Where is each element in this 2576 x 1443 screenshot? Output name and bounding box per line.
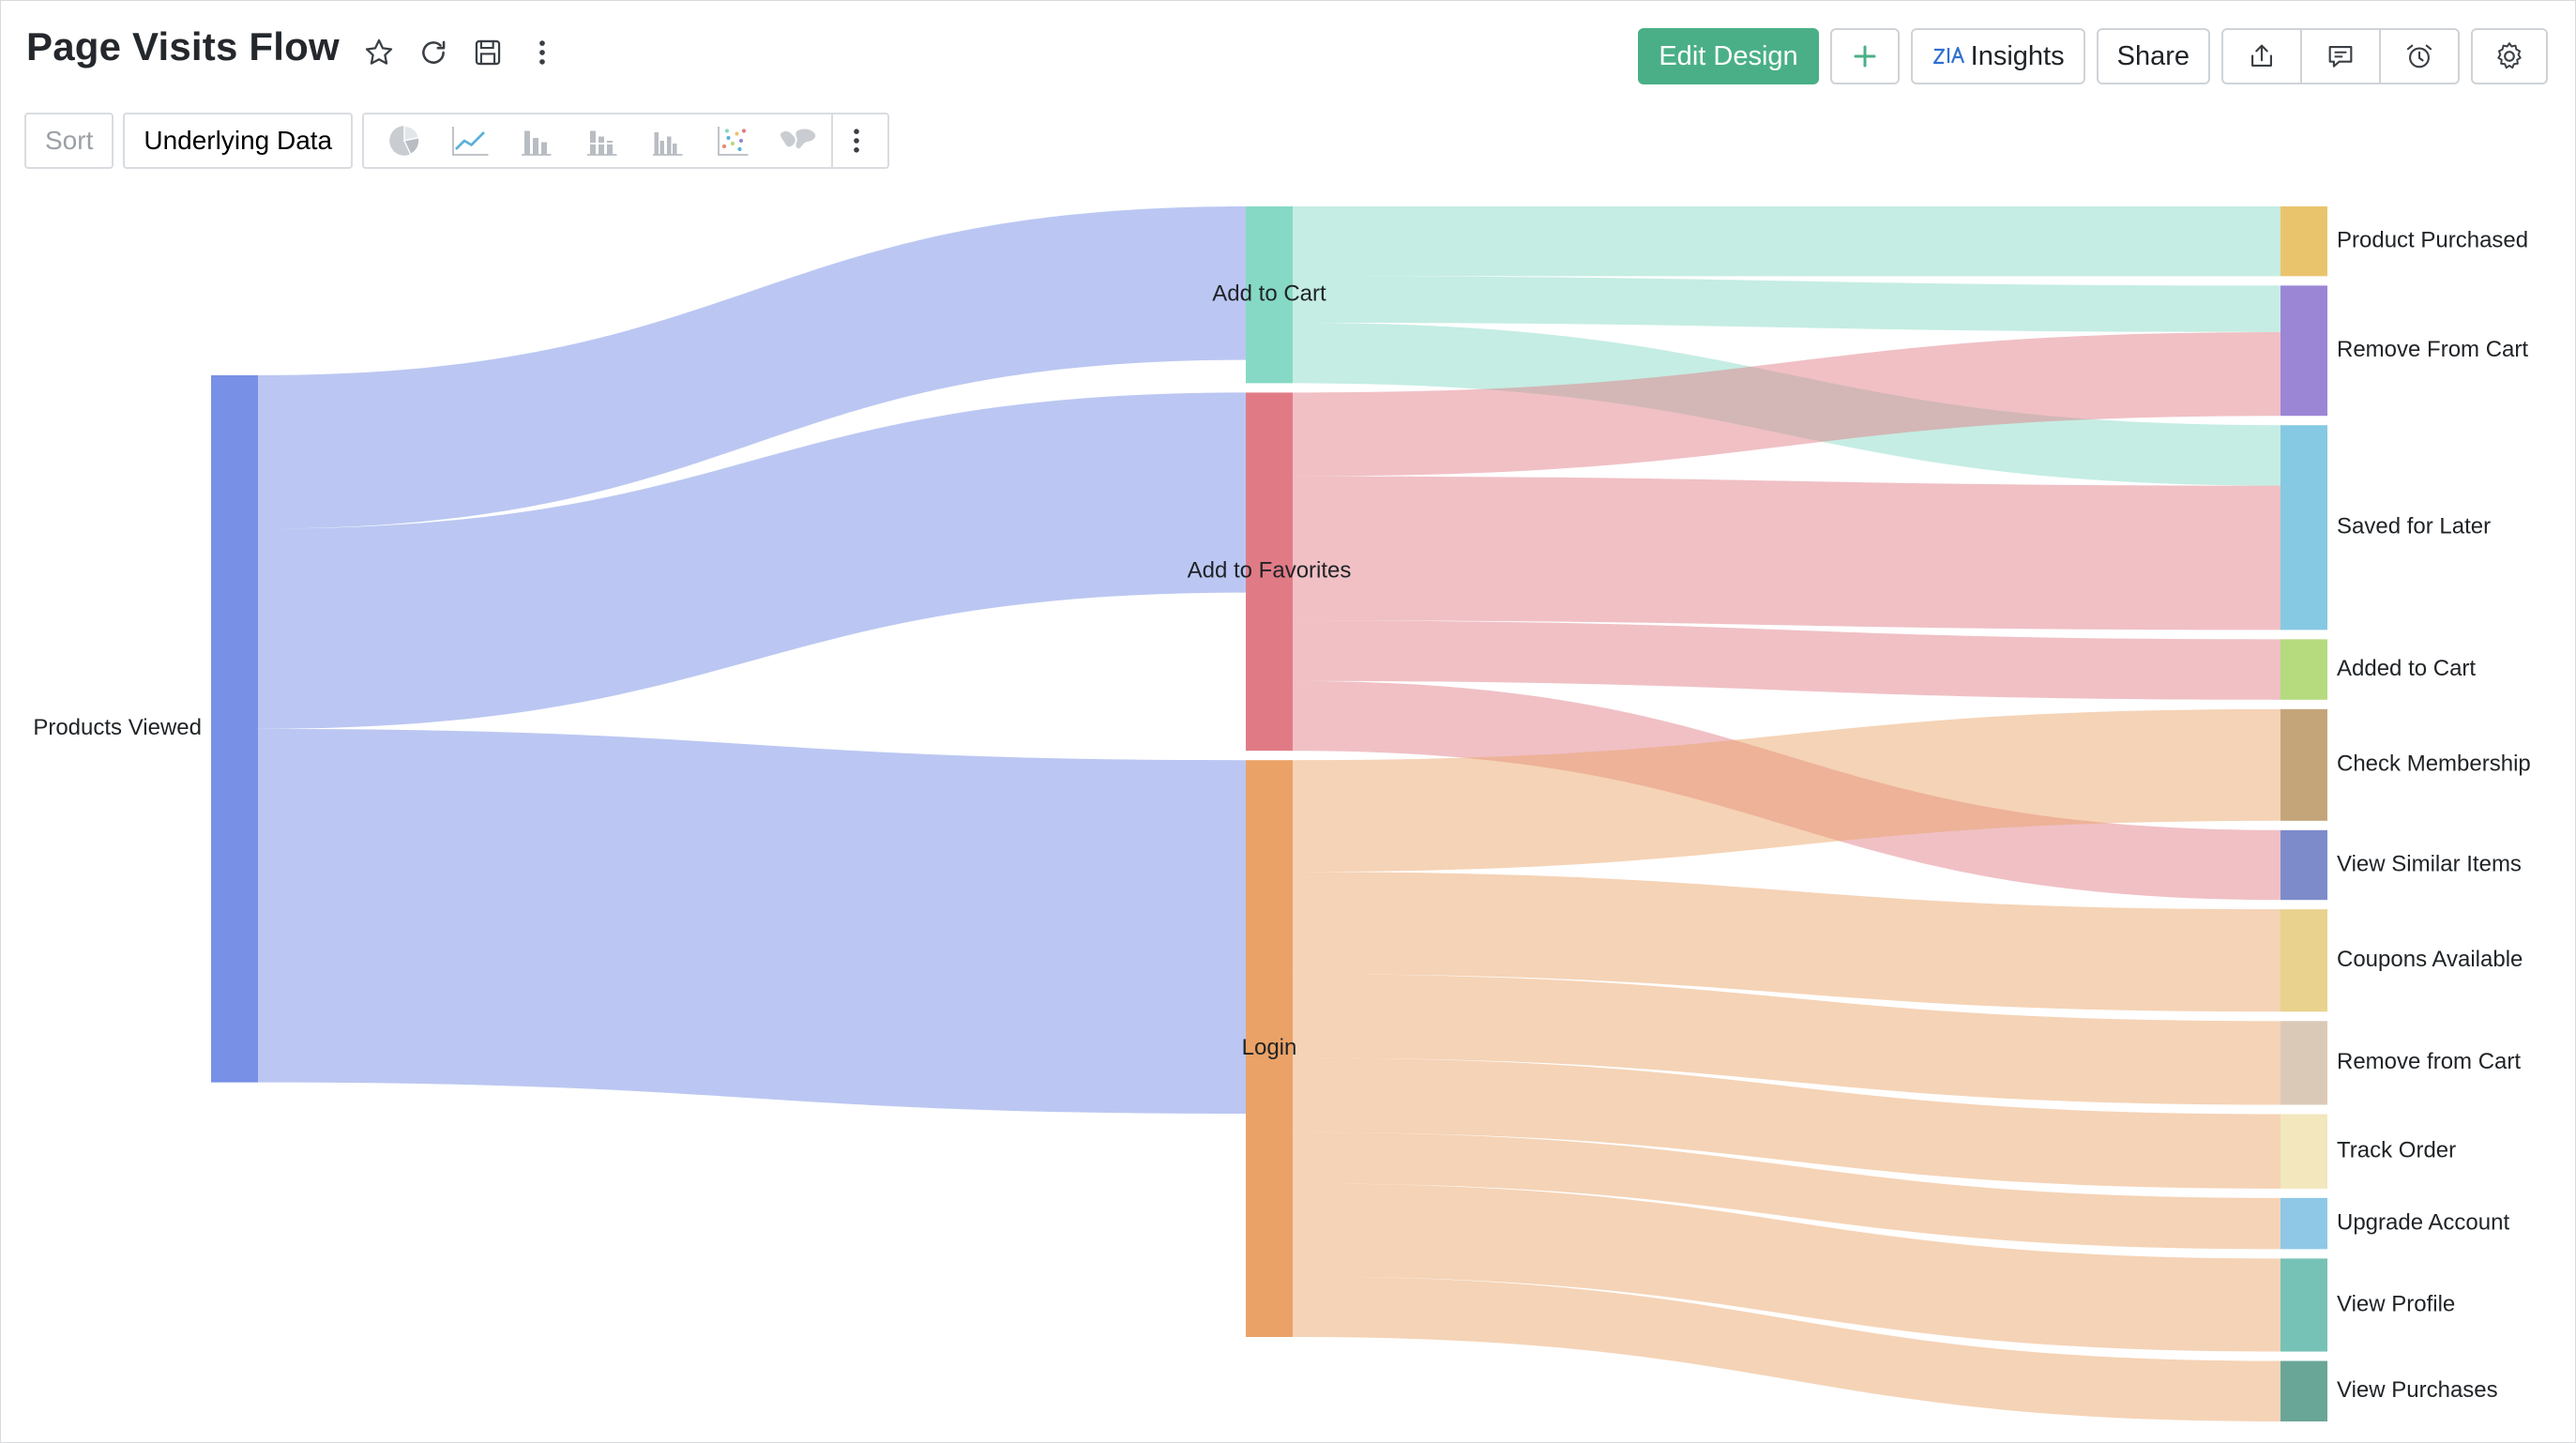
export-icon — [2251, 44, 2272, 67]
sankey-link[interactable] — [1293, 1183, 2281, 1352]
export-comment-alert-group — [2221, 28, 2460, 84]
sankey-link[interactable] — [1293, 708, 2281, 873]
sankey-node-label: Check Membership — [2337, 752, 2531, 777]
underlying-data-button[interactable]: Underlying Data — [123, 113, 354, 169]
plus-icon — [1854, 45, 1876, 68]
sankey-node[interactable] — [2281, 1258, 2327, 1352]
sankey-node[interactable] — [2281, 1360, 2327, 1421]
sankey-node[interactable] — [2281, 425, 2327, 630]
settings-button[interactable] — [2471, 28, 2548, 84]
sankey-nodes — [211, 206, 2327, 1421]
line-chart-icon[interactable] — [437, 114, 503, 167]
scatter-chart-icon[interactable] — [700, 114, 765, 167]
sankey-node[interactable] — [1246, 392, 1293, 752]
sankey-node-label: Track Order — [2337, 1138, 2456, 1163]
sankey-node-label: Login — [1242, 1035, 1297, 1060]
comment-button[interactable] — [2300, 28, 2381, 84]
top-action-bar: Edit Design Insights Share — [1638, 28, 2548, 84]
page-title: Page Visits Flow — [26, 24, 340, 68]
share-button[interactable]: Share — [2096, 28, 2210, 84]
sankey-node[interactable] — [2281, 1197, 2327, 1250]
more-vertical-icon[interactable] — [525, 36, 559, 69]
stacked-bar-chart-icon[interactable] — [568, 114, 634, 167]
sankey-node[interactable] — [2281, 206, 2327, 277]
alarm-clock-icon — [2406, 44, 2432, 68]
sankey-node[interactable] — [2281, 1021, 2327, 1105]
sankey-link[interactable] — [1293, 322, 2281, 486]
sankey-node-label: Products Viewed — [33, 715, 202, 740]
sankey-node-label: Added to Cart — [2337, 656, 2476, 681]
sankey-node-label: Upgrade Account — [2337, 1209, 2509, 1235]
sankey-link[interactable] — [1293, 276, 2281, 332]
sankey-link[interactable] — [258, 728, 1246, 1115]
add-button[interactable] — [1829, 28, 1900, 84]
insights-label: Insights — [1970, 40, 2065, 71]
sankey-node[interactable] — [2281, 1114, 2327, 1189]
bar-chart-icon[interactable] — [503, 114, 568, 167]
sankey-link[interactable] — [1293, 680, 2281, 901]
sankey-node-label: Add to Cart — [1212, 281, 1326, 307]
sankey-node[interactable] — [2281, 639, 2327, 700]
sankey-node[interactable] — [211, 375, 258, 1083]
sankey-link[interactable] — [1293, 974, 2281, 1105]
sankey-node-label: Add to Favorites — [1188, 558, 1352, 584]
sankey-node[interactable] — [1246, 760, 1293, 1337]
sankey-link[interactable] — [1293, 476, 2281, 630]
sankey-link[interactable] — [1293, 620, 2281, 700]
sankey-node[interactable] — [2281, 829, 2327, 901]
sankey-labels: Products Viewed Add to Cart Add to Favorit… — [33, 228, 2530, 1404]
sankey-link[interactable] — [1293, 1276, 2281, 1421]
edit-design-button[interactable]: Edit Design — [1638, 28, 1819, 84]
more-chart-types-icon[interactable] — [831, 114, 880, 167]
sankey-link[interactable] — [1293, 331, 2281, 477]
sankey-node-label: Product Purchased — [2337, 228, 2528, 253]
sankey-node-label: View Profile — [2337, 1291, 2455, 1316]
star-icon[interactable] — [362, 36, 396, 69]
sort-button[interactable]: Sort — [24, 113, 114, 169]
sankey-node[interactable] — [2281, 285, 2327, 417]
grouped-bar-chart-icon[interactable] — [634, 114, 700, 167]
gear-icon — [2497, 42, 2522, 69]
sankey-node[interactable] — [1246, 206, 1293, 384]
sankey-links — [258, 206, 2281, 1421]
pie-chart-icon[interactable] — [371, 114, 437, 167]
sankey-link[interactable] — [1293, 1057, 2281, 1189]
sankey-link[interactable] — [1293, 1132, 2281, 1250]
sankey-node-label: View Purchases — [2337, 1377, 2498, 1403]
sankey-node[interactable] — [2281, 708, 2327, 821]
comment-icon — [2328, 46, 2353, 68]
save-icon[interactable] — [471, 36, 505, 69]
sankey-link[interactable] — [1293, 206, 2281, 277]
map-chart-icon[interactable] — [765, 114, 831, 167]
export-button[interactable] — [2221, 28, 2302, 84]
chart-type-switcher — [362, 113, 890, 169]
sankey-link[interactable] — [1293, 872, 2281, 1012]
sankey-node-label: Coupons Available — [2337, 947, 2523, 972]
chart-toolbar: Sort Underlying Data — [24, 113, 890, 169]
sankey-link[interactable] — [258, 392, 1246, 729]
sankey-node-label: Saved for Later — [2337, 514, 2491, 539]
alarm-button[interactable] — [2379, 28, 2460, 84]
sankey-node-label: Remove From Cart — [2337, 337, 2528, 362]
sankey-node-label: View Similar Items — [2337, 851, 2522, 876]
refresh-icon[interactable] — [417, 36, 450, 69]
title-icon-bar — [362, 36, 559, 69]
insights-button[interactable]: Insights — [1910, 28, 2085, 84]
sankey-link[interactable] — [258, 206, 1246, 529]
sankey-node-label: Remove from Cart — [2337, 1049, 2521, 1074]
sankey-node[interactable] — [2281, 909, 2327, 1012]
zia-insights-icon — [1932, 46, 1964, 65]
